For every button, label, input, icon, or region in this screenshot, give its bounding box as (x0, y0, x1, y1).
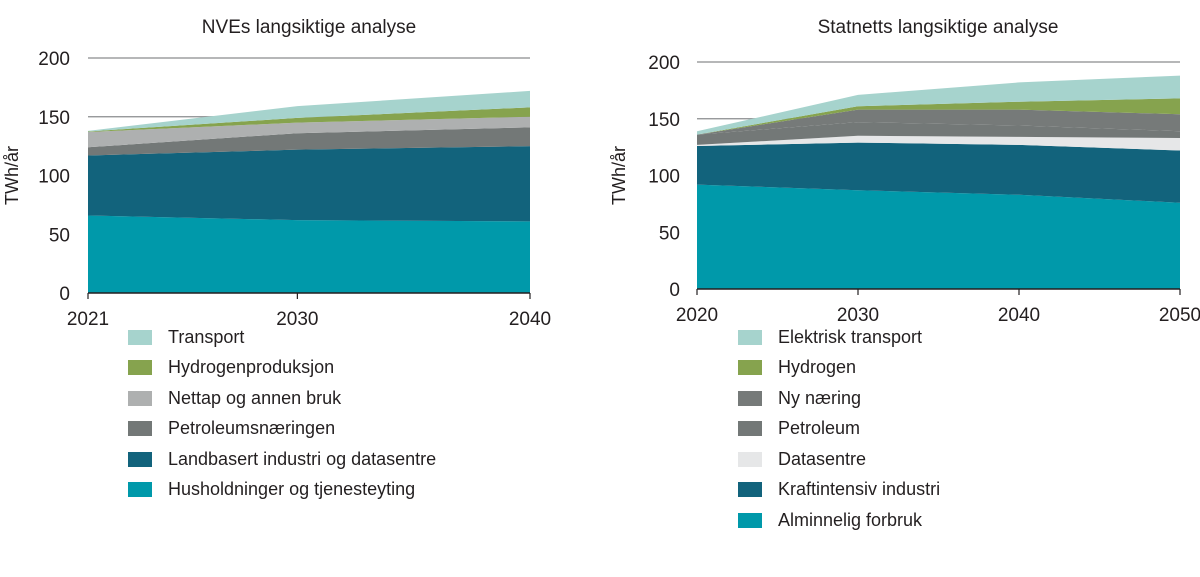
legend-swatch (128, 421, 152, 437)
legend-label: Ny næring (778, 387, 862, 408)
legend-swatch (738, 451, 762, 467)
legend-swatch (738, 360, 762, 376)
legend-statnett: Elektrisk transport Hydrogen Ny næring Petr… (738, 322, 940, 536)
x-tick-label: 2030 (276, 309, 318, 330)
area-landbasert-industri-og-datasentre (88, 146, 530, 222)
y-axis-label: TWh/år (609, 146, 629, 205)
y-tick-label: 100 (648, 167, 680, 188)
legend-item: Datasentre (738, 444, 940, 475)
legend-swatch (128, 390, 152, 406)
area-transport (88, 90, 530, 132)
legend-label: Nettap og annen bruk (168, 387, 342, 408)
legend-item: Alminnelig forbruk (738, 505, 940, 536)
legend-label: Alminnelig forbruk (778, 509, 923, 530)
legend-swatch (738, 329, 762, 345)
x-tick-label: 2020 (676, 305, 718, 326)
legend-item: Hydrogen (738, 353, 940, 384)
legend-item: Ny næring (738, 383, 940, 414)
chart-title: Statnetts langsiktige analyse (818, 17, 1059, 38)
legend-item: Husholdninger og tjenesteyting (128, 475, 436, 506)
y-tick-label: 0 (669, 280, 680, 301)
legend-item: Kraftintensiv industri (738, 475, 940, 506)
legend-label: Elektrisk transport (778, 326, 923, 347)
legend-item: Transport (128, 322, 436, 353)
y-tick-label: 50 (49, 225, 70, 246)
y-tick-label: 150 (38, 108, 70, 129)
legend-swatch (128, 329, 152, 345)
legend-swatch (738, 390, 762, 406)
legend-item: Elektrisk transport (738, 322, 940, 353)
legend-nve: Transport Hydrogenproduksjon Nettap og ann… (128, 322, 436, 505)
x-tick-label: 2040 (998, 305, 1040, 326)
x-tick-label: 2040 (509, 309, 551, 330)
legend-label: Landbasert industri og datasentre (168, 448, 437, 469)
legend-label: Petroleum (778, 418, 861, 439)
area-kraftintensiv-industri (697, 142, 1180, 203)
legend-swatch (128, 451, 152, 467)
y-tick-label: 100 (38, 167, 70, 188)
legend-label: Kraftintensiv industri (778, 479, 941, 500)
area-elektrisk-transport (697, 75, 1180, 135)
area-petroleum (697, 122, 1180, 145)
legend-swatch (128, 482, 152, 498)
legend-label: Petroleumsnæringen (168, 418, 336, 439)
legend-swatch (128, 360, 152, 376)
y-tick-label: 150 (648, 110, 680, 131)
legend-item: Nettap og annen bruk (128, 383, 436, 414)
area-nettap-og-annen-bruk (88, 116, 530, 148)
y-tick-label: 200 (648, 53, 680, 74)
legend-swatch (738, 482, 762, 498)
legend-swatch (738, 512, 762, 528)
area-datasentre (697, 135, 1180, 151)
y-tick-label: 50 (659, 223, 680, 244)
x-tick-label: 2030 (837, 305, 879, 326)
y-tick-label: 0 (59, 284, 70, 305)
area-petroleumsnæringen (88, 127, 530, 156)
legend-label: Transport (168, 326, 245, 347)
legend-item: Hydrogenproduksjon (128, 353, 436, 384)
y-tick-label: 200 (38, 49, 70, 70)
x-tick-label: 2021 (67, 309, 109, 330)
x-tick-label: 2050 (1159, 305, 1200, 326)
legend-swatch (738, 421, 762, 437)
area-hydrogenproduksjon (88, 107, 530, 133)
chart-nve: NVEs langsiktige analyse TWh/år 0 50 100 150 2… (2, 17, 551, 330)
legend-item: Landbasert industri og datasentre (128, 444, 436, 475)
legend-label: Hydrogen (778, 357, 857, 378)
legend-item: Petroleumsnæringen (128, 414, 436, 445)
legend-label: Datasentre (778, 448, 867, 469)
legend-label: Hydrogenproduksjon (168, 357, 335, 378)
chart-statnett: Statnetts langsiktige analyse TWh/år 0 50 10… (609, 17, 1200, 326)
legend-item: Petroleum (738, 414, 940, 445)
y-axis-label: TWh/år (2, 146, 22, 205)
chart-title: NVEs langsiktige analyse (202, 17, 416, 38)
area-husholdninger-og-tjenesteyting (88, 215, 530, 293)
legend-label: Husholdninger og tjenesteyting (168, 479, 416, 500)
area-hydrogen (697, 98, 1180, 135)
area-alminnelig-forbruk (697, 184, 1180, 289)
